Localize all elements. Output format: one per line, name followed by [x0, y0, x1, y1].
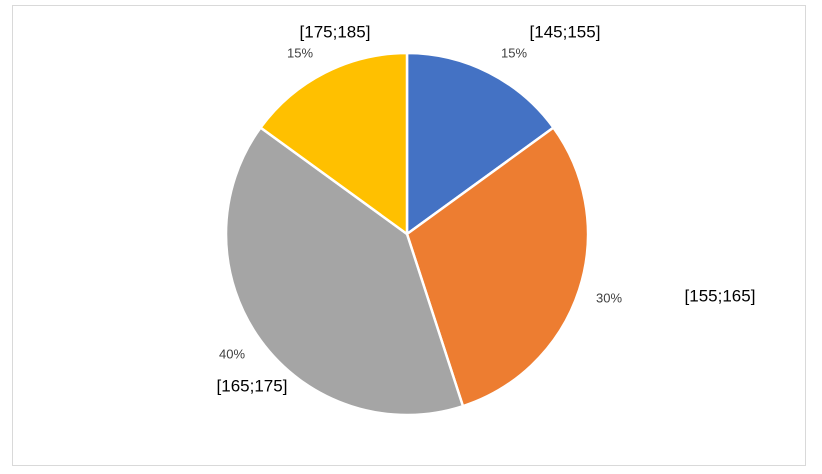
pie-slice	[224, 125, 465, 417]
pie-slice	[405, 125, 590, 408]
value-label: 40%	[219, 346, 245, 361]
pie-slice	[405, 51, 556, 237]
value-label: 30%	[596, 290, 622, 305]
category-label: [165;175]	[217, 376, 288, 395]
category-label: [175;185]	[300, 22, 371, 41]
category-label: [155;165]	[685, 286, 756, 305]
value-label: 15%	[287, 45, 313, 60]
category-label: [145;155]	[530, 22, 601, 41]
value-label: 15%	[501, 45, 527, 60]
pie-slice	[258, 51, 409, 237]
